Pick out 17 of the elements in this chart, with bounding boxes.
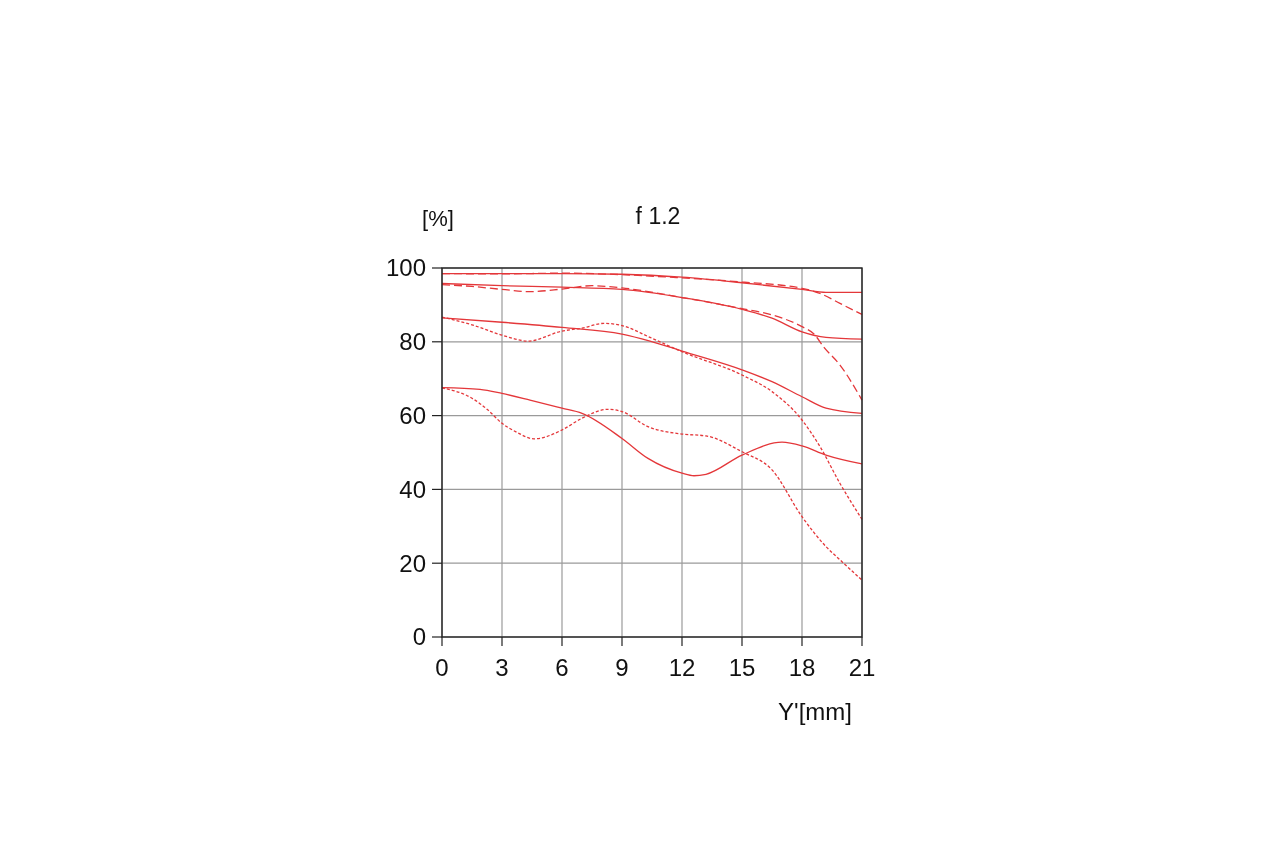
x-axis-title: Y'[mm] [778,698,852,725]
y-tick-label: 60 [399,402,426,429]
x-tick-label: 21 [848,654,876,681]
x-tick-label: 9 [615,654,629,681]
x-tick-label: 0 [435,654,449,681]
x-tick-label: 15 [728,654,756,681]
y-tick-label: 80 [399,328,426,356]
y-axis-title: [%] [422,206,454,231]
y-tick-label: 20 [399,549,426,577]
y-tick-label: 0 [412,623,426,651]
x-tick-label: 12 [668,654,696,681]
x-tick-label: 18 [788,654,816,681]
y-tick-label: 40 [399,475,426,503]
chart-title: f 1.2 [635,203,681,229]
y-tick-label: 100 [385,254,426,282]
x-tick-label: 6 [555,654,569,681]
x-tick-label: 3 [495,654,509,681]
